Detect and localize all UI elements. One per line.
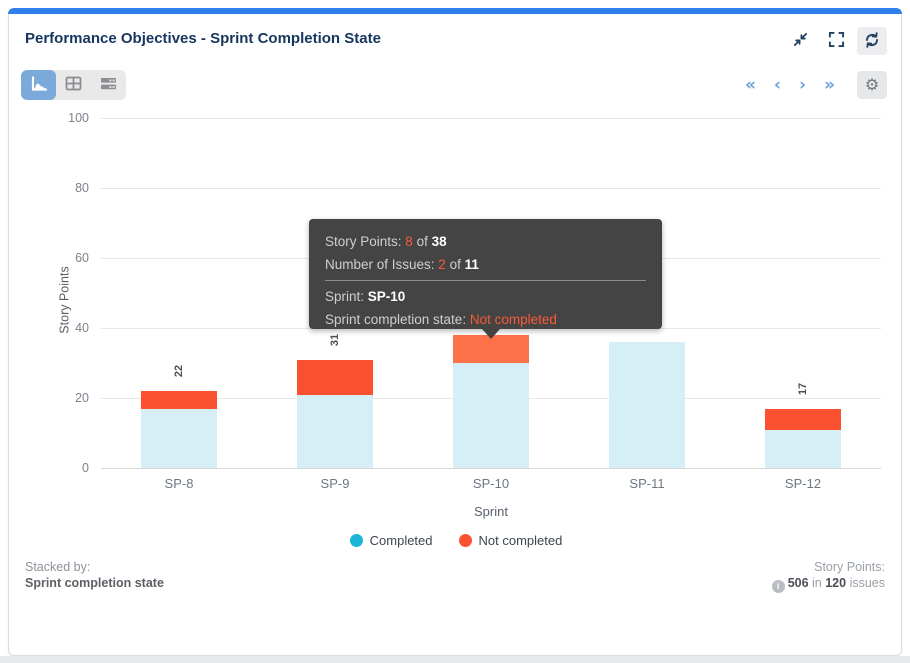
bar-SP-8[interactable] bbox=[141, 391, 217, 468]
stacked-by-value: Sprint completion state bbox=[25, 576, 164, 590]
bar-slot-SP-9: 31 bbox=[257, 118, 413, 468]
pager: « ‹ › » bbox=[745, 74, 835, 95]
rows-view-icon bbox=[100, 76, 117, 94]
page-title: Performance Objectives - Sprint Completi… bbox=[25, 30, 381, 47]
legend-label: Completed bbox=[369, 533, 433, 548]
next-page-button[interactable]: › bbox=[799, 74, 807, 95]
x-axis-title: Sprint bbox=[474, 504, 508, 519]
bar-segment-completed[interactable] bbox=[609, 342, 685, 468]
card-accent-bar bbox=[8, 8, 902, 14]
metric-label: Story Points: bbox=[814, 560, 885, 574]
bar-segment-not-completed[interactable] bbox=[297, 359, 373, 395]
chart-tooltip: Story Points: 8 of 38 Number of Issues: … bbox=[309, 219, 662, 339]
bar-slot-SP-10 bbox=[413, 118, 569, 468]
bar-total-label: 22 bbox=[173, 364, 185, 378]
y-tick-label: 80 bbox=[75, 181, 89, 195]
bar-total-label: 31 bbox=[329, 333, 341, 346]
x-axis-labels: SP-8 SP-9 SP-10 SP-11 SP-12 bbox=[101, 476, 881, 491]
view-switch bbox=[21, 70, 126, 100]
metric-value: 506 bbox=[787, 576, 809, 590]
page-background-strip bbox=[0, 656, 910, 663]
gadget-card: Performance Objectives - Sprint Completi… bbox=[8, 8, 902, 656]
bar-segment-not-completed[interactable] bbox=[453, 335, 529, 363]
chart-view-icon bbox=[30, 75, 48, 95]
tooltip-sprint-line: Sprint: SP-10 bbox=[325, 289, 406, 304]
bar-total-label: 17 bbox=[797, 382, 809, 395]
bar-slot-SP-11 bbox=[569, 118, 725, 468]
plot-area: 0 20 40 60 80 100 22 31 17 bbox=[68, 111, 881, 475]
chart-legend: Completed Not completed bbox=[9, 533, 903, 548]
info-icon: i bbox=[771, 579, 785, 593]
bar-SP-9[interactable] bbox=[297, 359, 373, 468]
metric-summary: Story Points: i 506 in 120 issues bbox=[771, 559, 885, 593]
issues-count: 120 bbox=[825, 576, 847, 590]
legend-item-not-completed[interactable]: Not completed bbox=[458, 533, 563, 548]
bar-segment-completed[interactable] bbox=[453, 363, 529, 468]
legend-dot bbox=[349, 534, 363, 547]
x-tick-label-SP-11: SP-11 bbox=[629, 476, 665, 491]
y-tick-label: 40 bbox=[75, 321, 89, 335]
prev-page-button[interactable]: ‹ bbox=[773, 74, 781, 95]
x-tick-label-SP-10: SP-10 bbox=[472, 476, 510, 491]
x-tick-label-SP-12: SP-12 bbox=[784, 476, 822, 491]
gear-icon: ⚙ bbox=[864, 75, 880, 94]
settings-button[interactable]: ⚙ bbox=[857, 71, 887, 99]
tooltip-state-line: Sprint completion state: Not completed bbox=[325, 312, 557, 327]
bar-segment-not-completed[interactable] bbox=[141, 391, 217, 409]
bar-SP-10[interactable] bbox=[453, 335, 529, 468]
stacked-by-note: Stacked by: Sprint completion state bbox=[25, 559, 164, 591]
tooltip-issues-line: Number of Issues: 2 of 11 bbox=[325, 257, 479, 272]
first-page-button[interactable]: « bbox=[745, 74, 756, 95]
issues-suffix: issues bbox=[846, 576, 885, 590]
table-view-button[interactable] bbox=[56, 70, 91, 100]
bar-slot-SP-12: 17 bbox=[725, 118, 881, 468]
x-tick-label-SP-9: SP-9 bbox=[320, 476, 350, 491]
bar-SP-11[interactable] bbox=[609, 342, 685, 468]
legend-item-completed[interactable]: Completed bbox=[349, 533, 433, 548]
bar-segment-not-completed[interactable] bbox=[765, 408, 841, 430]
tooltip-divider bbox=[325, 280, 646, 281]
y-tick-label: 0 bbox=[82, 461, 89, 475]
gridline-80 bbox=[101, 188, 881, 189]
bar-SP-12[interactable] bbox=[765, 408, 841, 468]
refresh-icon bbox=[863, 31, 881, 52]
metric-join: in bbox=[808, 576, 826, 590]
tooltip-story-points-line: Story Points: 8 of 38 bbox=[325, 234, 447, 249]
fullscreen-icon bbox=[828, 31, 845, 51]
table-view-icon bbox=[65, 76, 82, 94]
tooltip-arrow bbox=[482, 329, 500, 339]
y-tick-label: 20 bbox=[75, 391, 89, 405]
refresh-button[interactable] bbox=[857, 27, 887, 55]
fullscreen-button[interactable] bbox=[821, 27, 851, 55]
bar-segment-completed[interactable] bbox=[297, 394, 373, 468]
stacked-by-label: Stacked by: bbox=[25, 560, 91, 574]
last-page-button[interactable]: » bbox=[824, 74, 835, 95]
collapse-button[interactable] bbox=[785, 27, 815, 55]
gridline-100 bbox=[101, 118, 881, 119]
toolbar-right: « ‹ › » ⚙ bbox=[745, 71, 887, 99]
y-tick-label: 60 bbox=[75, 251, 89, 265]
legend-dot bbox=[458, 534, 472, 547]
chart-view-button[interactable] bbox=[21, 70, 56, 100]
toolbar: « ‹ › » ⚙ bbox=[21, 69, 887, 101]
collapse-icon bbox=[792, 31, 809, 51]
x-tick-label-SP-8: SP-8 bbox=[164, 476, 194, 491]
rows-view-button[interactable] bbox=[91, 70, 126, 100]
y-tick-label: 100 bbox=[68, 111, 89, 125]
bar-segment-completed[interactable] bbox=[141, 408, 217, 468]
bar-segment-completed[interactable] bbox=[765, 429, 841, 468]
gridline-0 bbox=[101, 468, 881, 469]
header-actions bbox=[785, 27, 887, 55]
legend-label: Not completed bbox=[478, 533, 563, 548]
bar-slot-SP-8: 22 bbox=[101, 118, 257, 468]
